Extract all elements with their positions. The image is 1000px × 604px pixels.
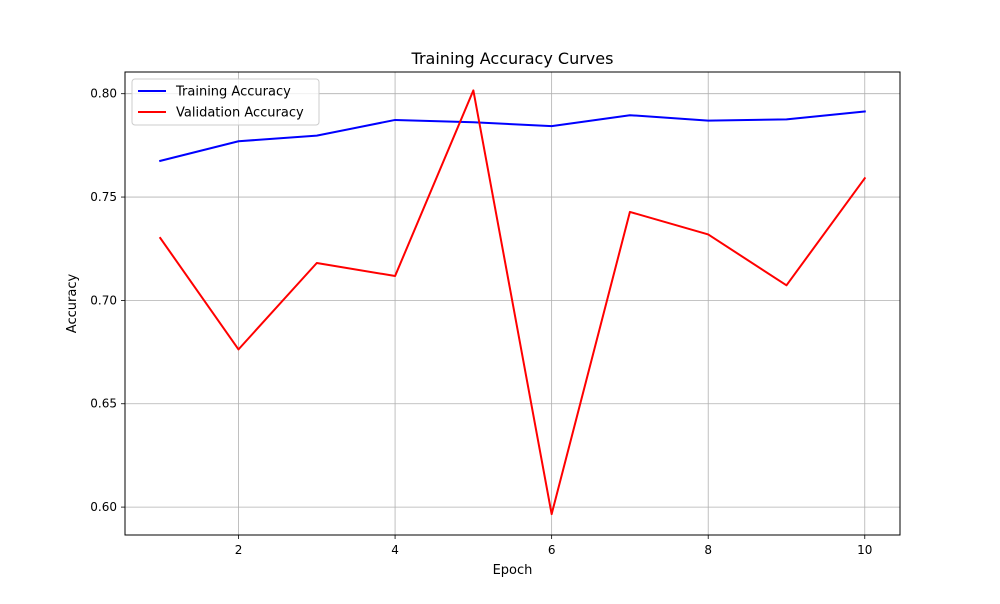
x-tick-label: 10 <box>857 543 872 557</box>
x-tick-label: 2 <box>235 543 243 557</box>
series-line-training-accuracy <box>159 110 866 163</box>
y-tick-label: 0.75 <box>90 190 117 204</box>
x-tick-label: 4 <box>391 543 399 557</box>
y-axis-ticks: 0.60 0.65 0.70 0.75 0.80 <box>90 87 125 514</box>
x-axis-ticks: 2 4 6 8 10 <box>235 535 872 557</box>
plot-frame <box>124 71 901 536</box>
legend: Training Accuracy Validation Accuracy <box>131 78 320 126</box>
chart-title: Training Accuracy Curves <box>411 49 614 68</box>
series-line-validation-accuracy <box>158 89 867 516</box>
y-tick-label: 0.80 <box>90 87 117 101</box>
legend-box <box>131 78 320 126</box>
series-lines <box>158 89 867 516</box>
y-tick-label: 0.65 <box>90 397 117 411</box>
y-tick-label: 0.70 <box>90 293 117 307</box>
legend-label-validation-accuracy: Validation Accuracy <box>176 106 304 121</box>
x-tick-label: 6 <box>548 543 556 557</box>
y-tick-label: 0.60 <box>90 500 117 514</box>
x-tick-label: 8 <box>704 543 712 557</box>
grid-lines <box>125 72 900 535</box>
x-axis-label: Epoch <box>493 563 533 578</box>
legend-label-training-accuracy: Training Accuracy <box>175 85 291 100</box>
y-axis-label: Accuracy <box>65 274 80 334</box>
